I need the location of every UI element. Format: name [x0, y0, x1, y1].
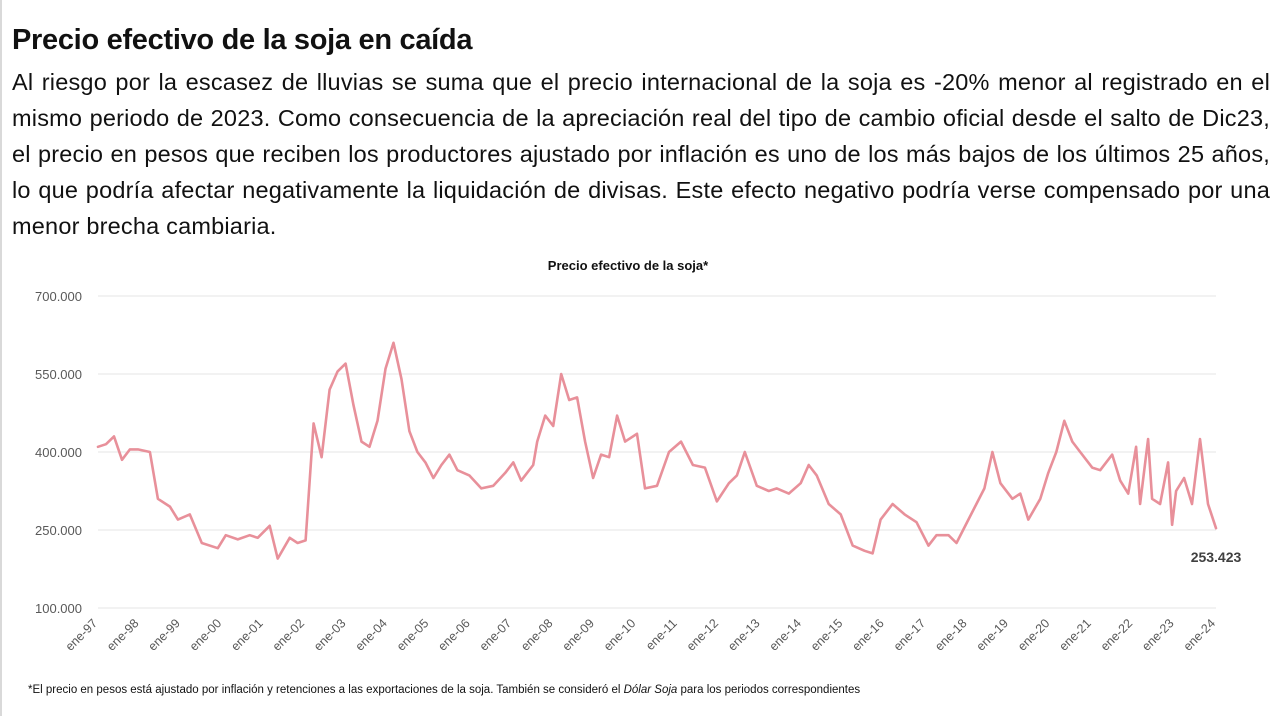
x-tick-label: ene-18: [932, 616, 969, 653]
x-tick-label: ene-20: [1015, 616, 1052, 653]
x-tick-label: ene-99: [146, 616, 183, 653]
footnote-text: *El precio en pesos está ajustado por in…: [28, 684, 624, 696]
x-tick-label: ene-13: [725, 616, 762, 653]
x-tick-label: ene-06: [435, 616, 472, 653]
footnote-text-end: para los periodos correspondientes: [677, 684, 861, 696]
y-tick-label: 100.000: [35, 601, 82, 616]
series-line: [96, 341, 1218, 560]
x-tick-label: ene-09: [560, 616, 597, 653]
x-tick-label: ene-19: [974, 616, 1011, 653]
line-chart: 100.000 250.000 400.000 550.000 700.000 ene-9…: [35, 289, 1242, 654]
x-tick-label: ene-11: [643, 616, 680, 653]
x-tick-label: ene-17: [891, 616, 928, 653]
x-tick-label: ene-01: [228, 616, 265, 653]
y-tick-label: 700.000: [35, 289, 82, 304]
x-tick-label: ene-08: [518, 616, 555, 653]
y-tick-label: 550.000: [35, 367, 82, 382]
x-tick-label: ene-16: [849, 616, 886, 653]
x-tick-label: ene-05: [394, 616, 431, 653]
x-tick-label: ene-00: [187, 616, 224, 653]
x-tick-label: ene-24: [1181, 616, 1218, 653]
x-tick-label: ene-04: [353, 616, 390, 653]
x-tick-label: ene-21: [1056, 616, 1093, 653]
x-tick-label: ene-22: [1098, 616, 1135, 653]
x-tick-label: ene-07: [477, 616, 514, 653]
x-tick-label: ene-02: [270, 616, 307, 653]
x-tick-label: ene-14: [767, 616, 804, 653]
footnote: *El precio en pesos está ajustado por in…: [28, 684, 860, 696]
x-tick-label: ene-98: [104, 616, 141, 653]
description-paragraph: Al riesgo por la escasez de lluvias se s…: [12, 69, 1270, 239]
x-tick-label: ene-15: [808, 616, 845, 653]
x-tick-label: ene-12: [684, 616, 721, 653]
footnote-italic: Dólar Soja: [623, 684, 678, 696]
x-tick-label: ene-23: [1139, 616, 1176, 653]
chart-title: Precio efectivo de la soja*: [547, 258, 709, 273]
x-tick-label: ene-97: [63, 616, 100, 653]
page-title: Precio efectivo de la soja en caída: [12, 24, 473, 56]
y-tick-label: 250.000: [35, 523, 82, 538]
left-border: [0, 0, 2, 716]
last-value-label: 253.423: [1191, 549, 1242, 565]
x-tick-label: ene-10: [601, 616, 638, 653]
x-tick-label: ene-03: [311, 616, 348, 653]
y-tick-label: 400.000: [35, 445, 82, 460]
